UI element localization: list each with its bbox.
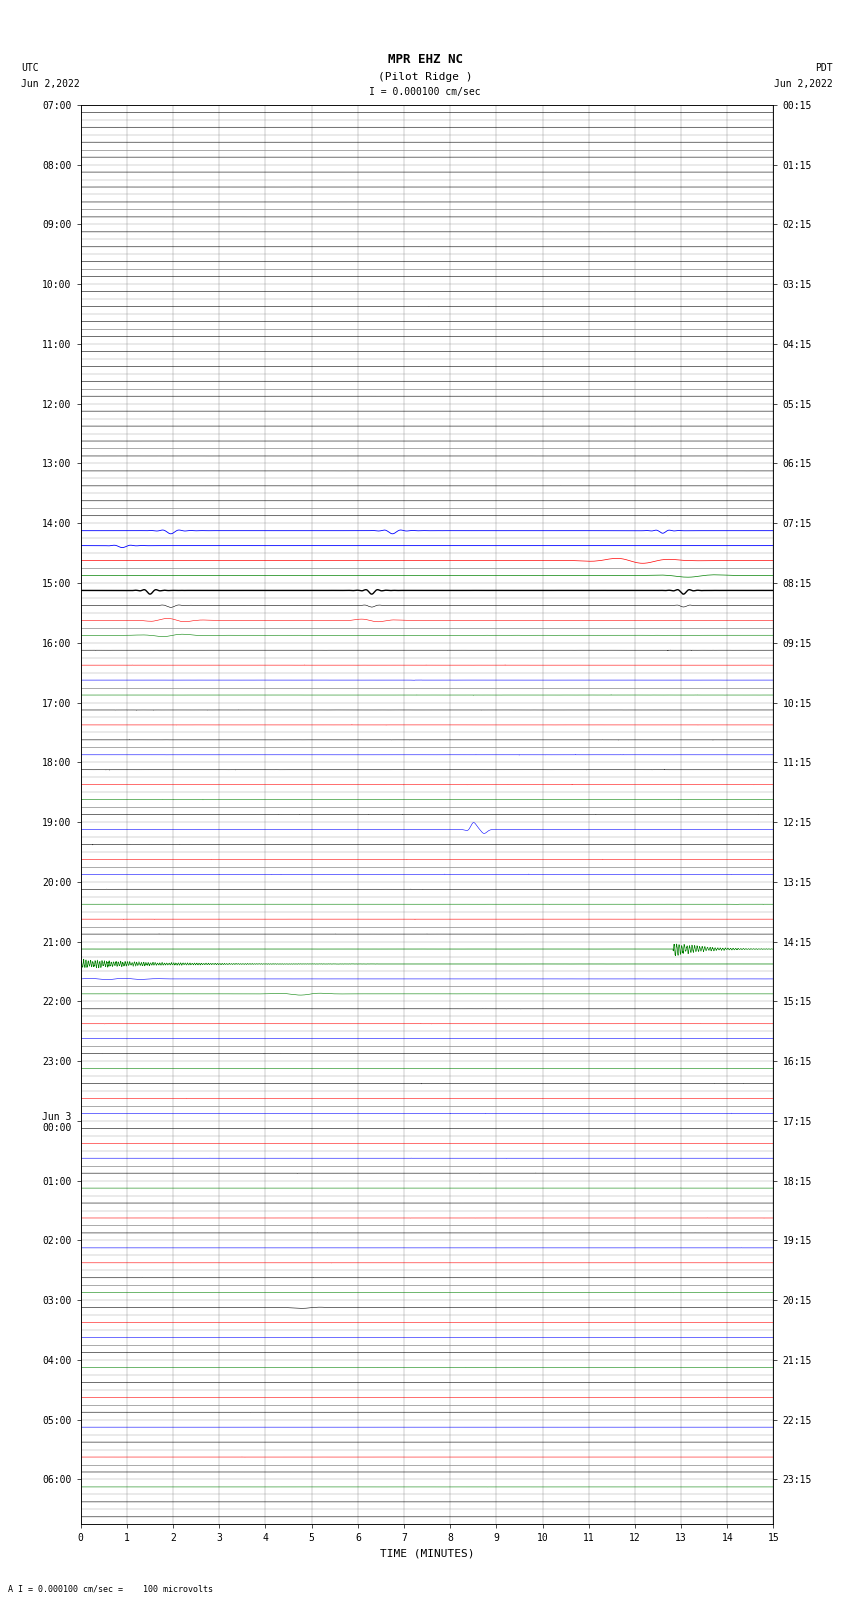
Text: UTC: UTC (21, 63, 39, 73)
Text: A I = 0.000100 cm/sec =    100 microvolts: A I = 0.000100 cm/sec = 100 microvolts (8, 1584, 213, 1594)
Text: (Pilot Ridge ): (Pilot Ridge ) (377, 73, 473, 82)
Text: MPR EHZ NC: MPR EHZ NC (388, 53, 462, 66)
X-axis label: TIME (MINUTES): TIME (MINUTES) (380, 1548, 474, 1558)
Text: I = 0.000100 cm/sec: I = 0.000100 cm/sec (369, 87, 481, 97)
Text: Jun 2,2022: Jun 2,2022 (21, 79, 80, 89)
Text: Jun 2,2022: Jun 2,2022 (774, 79, 833, 89)
Text: PDT: PDT (815, 63, 833, 73)
